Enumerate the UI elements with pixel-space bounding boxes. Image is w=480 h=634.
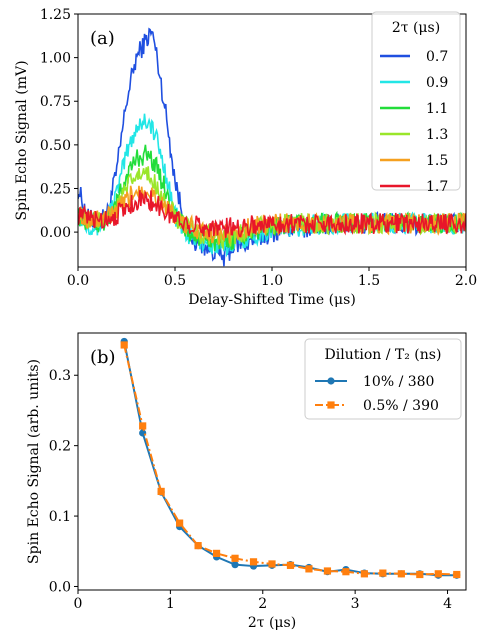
data-point (416, 570, 424, 579)
x-tick-label: 1.5 (358, 273, 380, 289)
data-point (249, 558, 258, 566)
y-tick-label: 1.25 (40, 7, 71, 23)
y-tick-label: 0.1 (49, 509, 71, 525)
x-axis-label: 2τ (μs) (248, 615, 296, 631)
legend-label: 10% / 380 (363, 374, 434, 390)
series-line-1.7 (78, 190, 466, 238)
data-point (434, 570, 442, 578)
legend-title: Dilution / T₂ (ns) (325, 347, 442, 363)
x-tick-label: 4 (443, 596, 452, 612)
y-tick-label: 0.0 (49, 579, 71, 595)
legend-label: 0.5% / 390 (363, 398, 439, 414)
panel-b: 0 1 2 3 4 0.0 0.1 0.2 0.3 2τ (μs) Spin Echo Signal… (26, 332, 467, 631)
legend-box (304, 338, 462, 420)
x-tick-label: 2 (258, 596, 267, 612)
panel-a: 0.0 0.5 1.0 1.5 2.0 0.00 0.25 0.50 0.75 1.00 1.25 D… (14, 7, 477, 308)
data-point (231, 561, 239, 569)
data-point (286, 561, 295, 569)
data-point (453, 570, 461, 579)
x-axis-label: Delay-Shifted Time (μs) (188, 292, 356, 308)
y-tick-label: 1.00 (40, 51, 71, 67)
data-point (194, 542, 202, 550)
data-point (342, 568, 350, 576)
legend-marker (327, 401, 335, 409)
legend-label: 1.5 (426, 153, 448, 169)
y-tick-label: 0.3 (49, 368, 71, 384)
y-tick-label: 0.50 (40, 138, 71, 154)
legend-title: 2τ (μs) (392, 20, 440, 36)
x-tick-label: 1 (166, 596, 175, 612)
data-point (268, 560, 276, 568)
panel-label: (a) (90, 28, 115, 49)
y-tick-label: 0.25 (40, 181, 71, 197)
legend-label: 0.7 (426, 49, 448, 65)
x-tick-label: 0 (74, 596, 83, 612)
y-tick-label: 0.00 (40, 225, 71, 241)
data-point (323, 567, 332, 575)
legend-label: 1.3 (426, 127, 448, 143)
legend-label: 1.1 (426, 101, 448, 117)
legend-label: 1.7 (426, 179, 448, 195)
data-point (397, 570, 405, 578)
x-tick-label: 0.0 (67, 273, 89, 289)
x-tick-label: 1.0 (261, 273, 283, 289)
x-tick-label: 2.0 (455, 273, 477, 289)
legend-marker (327, 377, 335, 385)
y-axis-label: Spin Echo Signal (arb. units) (26, 359, 42, 564)
data-point (212, 549, 221, 557)
y-axis-label: Spin Echo Signal (mV) (14, 60, 30, 220)
y-tick-label: 0.2 (49, 439, 71, 455)
data-point (231, 554, 239, 562)
data-point (305, 565, 313, 573)
data-point (176, 519, 184, 527)
data-point (157, 487, 165, 496)
legend-label: 0.9 (426, 75, 448, 91)
panel-label: (b) (90, 347, 116, 368)
plot-frame (77, 332, 467, 591)
data-point (120, 341, 128, 349)
data-point (360, 570, 368, 578)
x-tick-label: 0.5 (164, 273, 186, 289)
x-tick-label: 3 (351, 596, 360, 612)
data-point (379, 569, 387, 577)
data-point (139, 422, 147, 430)
y-tick-label: 0.75 (40, 94, 71, 110)
